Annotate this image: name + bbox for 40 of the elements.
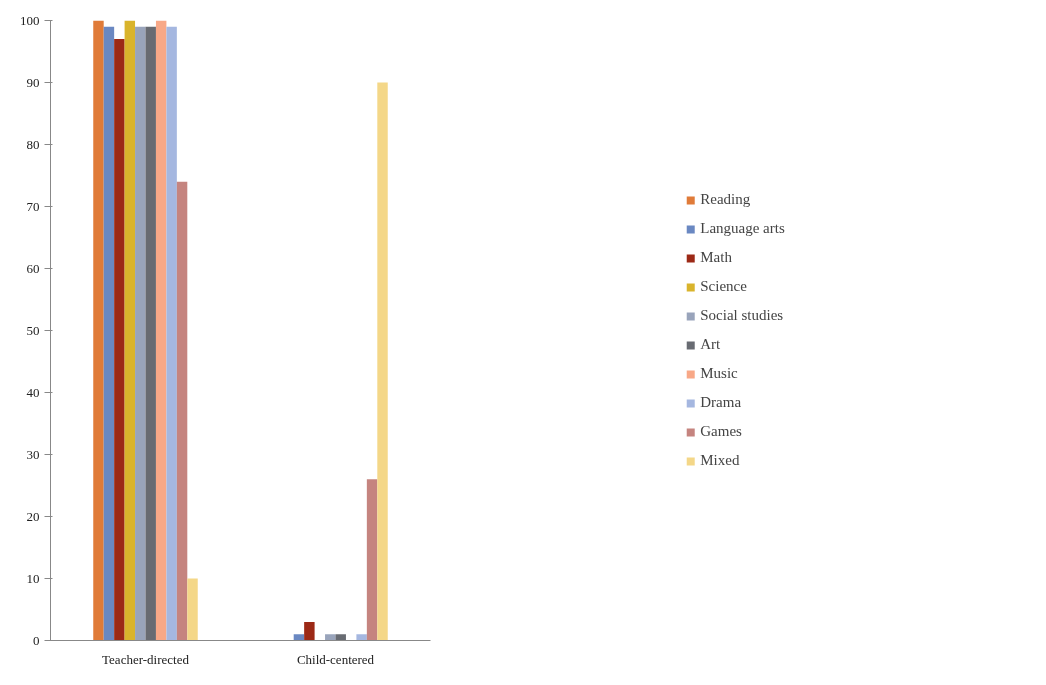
y-tick-label: 60 — [26, 260, 40, 276]
bar — [377, 82, 388, 641]
bar — [304, 621, 315, 641]
bar — [114, 39, 125, 641]
legend-label: Games — [700, 423, 742, 440]
y-tick-label: 20 — [26, 508, 40, 524]
y-tick-label: 10 — [26, 570, 40, 586]
bar — [366, 479, 378, 641]
bar — [335, 634, 346, 641]
bar — [176, 181, 188, 641]
bar — [124, 20, 136, 641]
y-tick-label: 80 — [26, 136, 40, 152]
legend-label: Reading — [700, 191, 751, 208]
bar — [155, 20, 167, 641]
bar — [145, 26, 156, 641]
y-tick-label: 50 — [26, 322, 40, 338]
legend-label: Drama — [700, 394, 742, 411]
bar — [166, 26, 177, 641]
y-tick-label: 40 — [26, 384, 40, 400]
legend-label: Social studies — [700, 307, 784, 324]
legend-label: Math — [700, 249, 732, 266]
bar — [325, 634, 336, 641]
y-tick-label: 90 — [26, 74, 40, 90]
y-tick-label: 100 — [20, 12, 40, 28]
y-tick-label: 30 — [26, 446, 40, 462]
bar — [135, 26, 146, 641]
bar — [293, 634, 305, 641]
legend-label: Language arts — [700, 220, 785, 237]
bar — [187, 578, 198, 641]
legend-label: Art — [700, 336, 721, 353]
legend-label: Mixed — [700, 452, 740, 469]
y-tick-label: 70 — [26, 198, 40, 214]
bar — [356, 634, 367, 641]
x-tick-label: Teacher-directed — [102, 651, 190, 667]
bar — [103, 26, 115, 641]
bar — [93, 20, 104, 641]
x-tick-label: Child-centered — [296, 651, 375, 667]
legend-label: Science — [700, 278, 747, 295]
legend-label: Music — [700, 365, 738, 382]
y-tick-label: 0 — [33, 632, 40, 648]
